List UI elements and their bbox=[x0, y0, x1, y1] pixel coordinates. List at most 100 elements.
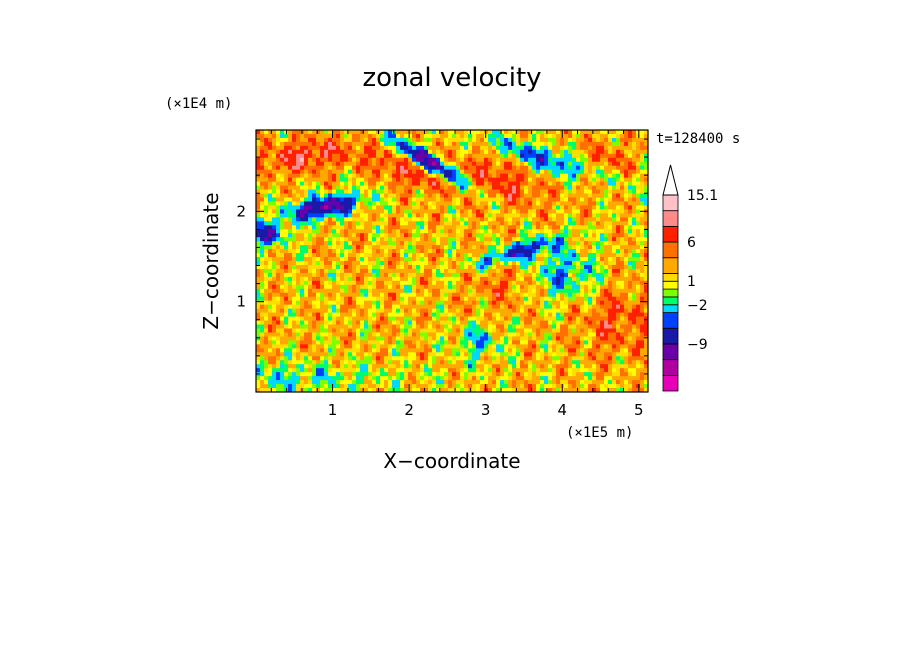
contour-cell bbox=[484, 161, 489, 167]
contour-cell bbox=[508, 189, 513, 195]
contour-cell bbox=[484, 133, 489, 139]
contour-cell bbox=[348, 304, 353, 310]
contour-cell bbox=[524, 320, 529, 326]
contour-cell bbox=[592, 181, 597, 187]
contour-cell bbox=[576, 217, 581, 222]
contour-cell bbox=[340, 157, 345, 163]
contour-cell bbox=[324, 225, 329, 230]
contour-cell bbox=[388, 141, 393, 147]
contour-cell bbox=[432, 161, 437, 167]
contour-cell bbox=[352, 213, 357, 218]
contour-cell bbox=[536, 237, 541, 242]
contour-cell bbox=[568, 272, 573, 278]
contour-cell bbox=[432, 324, 437, 330]
contour-cell bbox=[416, 209, 421, 214]
contour-cell bbox=[616, 157, 621, 163]
contour-cell bbox=[528, 213, 533, 218]
contour-cell bbox=[460, 181, 465, 187]
contour-cell bbox=[312, 249, 317, 254]
contour-cell bbox=[552, 308, 557, 314]
contour-cell bbox=[584, 133, 589, 139]
contour-cell bbox=[624, 145, 629, 151]
contour-cell bbox=[628, 165, 633, 171]
contour-cell bbox=[472, 149, 477, 155]
contour-cell bbox=[456, 225, 461, 230]
contour-cell bbox=[256, 253, 261, 258]
contour-cell bbox=[480, 312, 485, 318]
contour-cell bbox=[396, 324, 401, 330]
contour-cell bbox=[372, 217, 377, 222]
contour-cell bbox=[592, 268, 597, 274]
contour-cell bbox=[632, 233, 637, 238]
contour-cell bbox=[512, 292, 517, 298]
contour-cell bbox=[512, 316, 517, 322]
contour-cell bbox=[416, 165, 421, 171]
contour-cell bbox=[348, 177, 353, 183]
contour-cell bbox=[288, 181, 293, 187]
contour-cell bbox=[328, 264, 333, 270]
contour-cell bbox=[280, 257, 285, 262]
contour-cell bbox=[528, 165, 533, 171]
contour-cell bbox=[292, 237, 297, 242]
contour-cell bbox=[516, 245, 521, 250]
contour-cell bbox=[516, 296, 521, 302]
contour-cell bbox=[456, 161, 461, 167]
contour-cell bbox=[612, 145, 617, 151]
contour-cell bbox=[452, 225, 457, 230]
contour-cell bbox=[524, 292, 529, 298]
contour-cell bbox=[460, 221, 465, 226]
contour-cell bbox=[492, 193, 497, 199]
contour-cell bbox=[580, 217, 585, 222]
contour-cell bbox=[452, 205, 457, 210]
contour-cell bbox=[396, 245, 401, 250]
contour-cell bbox=[628, 193, 633, 199]
contour-cell bbox=[396, 193, 401, 199]
contour-cell bbox=[568, 316, 573, 322]
contour-cell bbox=[264, 296, 269, 302]
contour-cell bbox=[568, 296, 573, 302]
contour-cell bbox=[544, 201, 549, 207]
contour-cell bbox=[548, 229, 553, 234]
contour-cell bbox=[604, 276, 609, 282]
contour-cell bbox=[424, 225, 429, 230]
contour-cell bbox=[428, 233, 433, 238]
contour-cell bbox=[632, 229, 637, 234]
contour-cell bbox=[264, 157, 269, 163]
contour-cell bbox=[452, 181, 457, 187]
contour-cell bbox=[348, 284, 353, 290]
contour-cell bbox=[324, 221, 329, 226]
contour-cell bbox=[388, 189, 393, 195]
contour-cell bbox=[392, 173, 397, 179]
contour-cell bbox=[428, 181, 433, 187]
contour-cell bbox=[644, 316, 648, 322]
contour-cell bbox=[520, 177, 525, 183]
contour-cell bbox=[356, 241, 361, 246]
contour-cell bbox=[540, 145, 545, 151]
contour-cell bbox=[632, 173, 637, 179]
contour-cell bbox=[440, 304, 445, 310]
contour-cell bbox=[460, 328, 465, 334]
contour-cell bbox=[476, 197, 481, 203]
contour-cell bbox=[268, 193, 273, 199]
contour-cell bbox=[336, 149, 341, 155]
contour-cell bbox=[428, 157, 433, 163]
contour-cell bbox=[524, 316, 529, 322]
contour-cell bbox=[476, 221, 481, 226]
contour-cell bbox=[276, 268, 281, 274]
contour-cell bbox=[448, 320, 453, 326]
contour-cell bbox=[584, 169, 589, 175]
contour-cell bbox=[596, 213, 601, 218]
contour-cell bbox=[392, 137, 397, 143]
contour-cell bbox=[600, 130, 605, 135]
contour-cell bbox=[476, 312, 481, 318]
contour-cell bbox=[532, 213, 537, 218]
contour-cell bbox=[580, 153, 585, 159]
contour-cell bbox=[384, 137, 389, 143]
contour-cell bbox=[480, 217, 485, 222]
contour-cell bbox=[312, 304, 317, 310]
contour-cell bbox=[372, 316, 377, 322]
contour-cell bbox=[316, 225, 321, 230]
contour-cell bbox=[360, 253, 365, 258]
contour-cell bbox=[572, 213, 577, 218]
contour-cell bbox=[416, 133, 421, 139]
